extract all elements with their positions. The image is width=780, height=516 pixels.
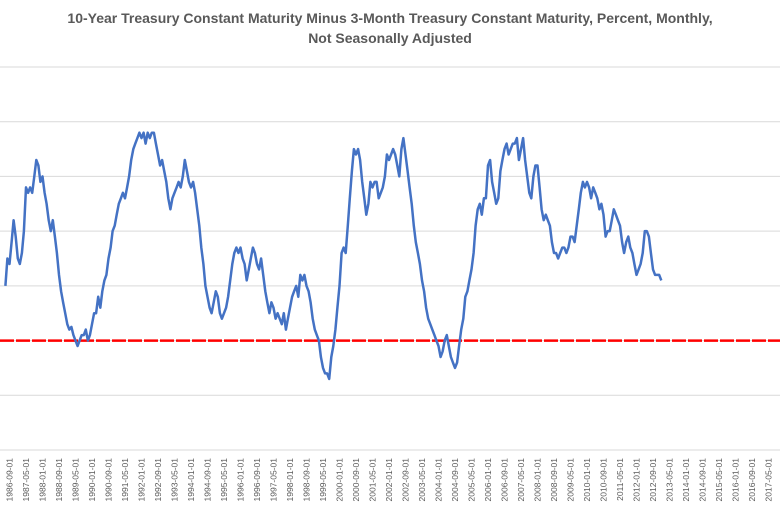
x-tick-label: 2001-05-01 bbox=[368, 458, 378, 502]
chart-title: 10-Year Treasury Constant Maturity Minus… bbox=[0, 8, 780, 48]
chart-title-line-2: Not Seasonally Adjusted bbox=[308, 30, 472, 46]
x-tick-label: 1988-01-01 bbox=[38, 458, 48, 502]
x-tick-label: 1994-01-01 bbox=[186, 458, 196, 502]
x-tick-label: 2005-05-01 bbox=[467, 458, 477, 502]
x-tick-label: 2007-05-01 bbox=[516, 458, 526, 502]
x-tick-label: 2014-01-01 bbox=[681, 458, 691, 502]
chart-title-line-1: 10-Year Treasury Constant Maturity Minus… bbox=[67, 10, 713, 26]
x-tick-label: 2016-09-01 bbox=[747, 458, 757, 502]
x-tick-label: 1986-09-01 bbox=[5, 458, 15, 502]
gridlines bbox=[0, 66, 780, 451]
x-tick-label: 2006-09-01 bbox=[500, 458, 510, 502]
x-tick-label: 1987-05-01 bbox=[21, 458, 31, 502]
x-tick-label: 2002-01-01 bbox=[384, 458, 394, 502]
x-tick-label: 2006-01-01 bbox=[483, 458, 493, 502]
x-tick-label: 2004-09-01 bbox=[450, 458, 460, 502]
x-tick-label: 2000-09-01 bbox=[351, 458, 361, 502]
x-tick-label: 2016-01-01 bbox=[731, 458, 741, 502]
x-tick-label: 2011-05-01 bbox=[615, 458, 625, 501]
x-tick-label: 1990-01-01 bbox=[87, 458, 97, 502]
x-tick-label: 2002-09-01 bbox=[401, 458, 411, 502]
x-tick-label: 1989-05-01 bbox=[71, 458, 81, 502]
x-tick-label: 1998-09-01 bbox=[302, 458, 312, 502]
x-tick-label: 2015-05-01 bbox=[714, 458, 724, 502]
x-tick-label: 1992-09-01 bbox=[153, 458, 163, 502]
x-tick-label: 1994-09-01 bbox=[203, 458, 213, 502]
x-tick-label: 2010-09-01 bbox=[599, 458, 609, 502]
x-tick-label: 1996-01-01 bbox=[236, 458, 246, 502]
x-tick-label: 2009-05-01 bbox=[566, 458, 576, 502]
x-tick-label: 1988-09-01 bbox=[54, 458, 64, 502]
x-tick-label: 2000-01-01 bbox=[335, 458, 345, 502]
x-tick-label: 1999-05-01 bbox=[318, 458, 328, 502]
x-tick-label: 2012-01-01 bbox=[632, 458, 642, 502]
x-tick-label: 2004-01-01 bbox=[434, 458, 444, 502]
x-tick-label: 1990-09-01 bbox=[104, 458, 114, 502]
x-tick-label: 1997-05-01 bbox=[269, 458, 279, 502]
series-line bbox=[4, 131, 663, 381]
x-tick-label: 2008-01-01 bbox=[533, 458, 543, 502]
x-tick-label: 2003-05-01 bbox=[417, 458, 427, 502]
x-tick-label: 1996-09-01 bbox=[252, 458, 262, 502]
x-tick-label: 2012-09-01 bbox=[648, 458, 658, 502]
x-tick-label: 1998-01-01 bbox=[285, 458, 295, 502]
x-tick-label: 1993-05-01 bbox=[170, 458, 180, 502]
x-axis-tick-labels: 1986-09-01 1987-05-01 1988-01-01 1988-09-01… bbox=[5, 458, 774, 502]
x-tick-label: 2017-05-01 bbox=[764, 458, 774, 502]
x-tick-label: 1995-05-01 bbox=[219, 458, 229, 502]
x-tick-label: 2014-09-01 bbox=[698, 458, 708, 502]
x-tick-label: 1991-05-01 bbox=[120, 458, 130, 502]
x-tick-label: 2008-09-01 bbox=[549, 458, 559, 502]
x-tick-label: 1992-01-01 bbox=[137, 458, 147, 502]
x-tick-label: 2010-01-01 bbox=[582, 458, 592, 502]
x-tick-label: 2013-05-01 bbox=[665, 458, 675, 502]
